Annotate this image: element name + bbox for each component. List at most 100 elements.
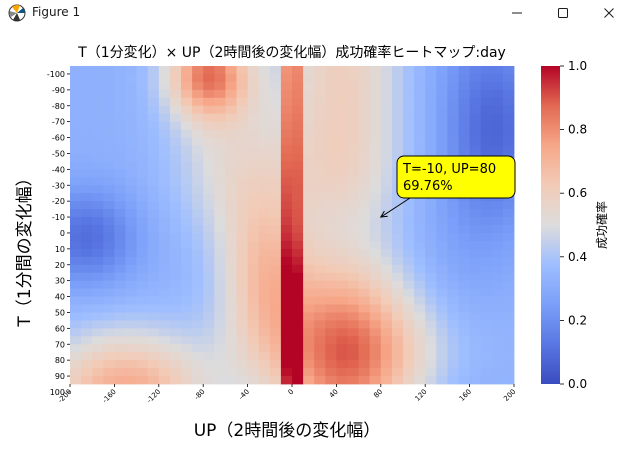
heatmap-cell: [147, 264, 160, 274]
heatmap-cell: [181, 232, 193, 242]
heatmap-cell: [358, 376, 371, 385]
heatmap-cell: [70, 161, 82, 170]
heatmap-cell: [214, 368, 226, 377]
heatmap-cell: [214, 304, 226, 313]
x-tick-label: 160: [458, 388, 473, 403]
heatmap-cell: [103, 217, 115, 226]
heatmap-cell: [114, 232, 126, 242]
heatmap-cell: [292, 129, 304, 138]
heatmap-cell: [303, 352, 315, 361]
heatmap-cell: [269, 97, 282, 107]
figure-canvas: T（1分変化）× UP（2時間後の変化幅）成功確率ヒートマップ:day -200…: [0, 26, 640, 457]
heatmap-cell: [114, 97, 126, 107]
heatmap-cell: [147, 368, 160, 377]
heatmap-cell: [391, 320, 404, 329]
heatmap-cell: [502, 280, 515, 289]
heatmap-cell: [280, 81, 293, 91]
heatmap-cell: [247, 336, 260, 345]
heatmap-cell: [225, 97, 237, 107]
heatmap-cell: [502, 256, 515, 266]
heatmap-cell: [469, 105, 482, 115]
heatmap-cell: [358, 264, 371, 274]
heatmap-cell: [303, 225, 315, 234]
heatmap-cell: [491, 368, 504, 377]
heatmap-cell: [436, 280, 448, 289]
heatmap-cell: [269, 240, 282, 250]
heatmap-cell: [147, 153, 160, 162]
heatmap-cell: [414, 288, 426, 297]
heatmap-cell: [181, 153, 193, 162]
heatmap-cell: [81, 344, 93, 353]
heatmap-cell: [480, 89, 493, 99]
heatmap-cell: [236, 113, 248, 123]
heatmap-cell: [192, 201, 204, 210]
heatmap-cell: [158, 304, 171, 313]
heatmap-cell: [347, 360, 359, 369]
heatmap-cell: [425, 209, 437, 218]
heatmap-cell: [280, 312, 293, 321]
heatmap-cell: [336, 89, 348, 99]
heatmap-cell: [358, 201, 371, 210]
heatmap-cell: [425, 129, 437, 138]
heatmap-cell: [292, 209, 304, 218]
heatmap-cell: [136, 177, 149, 186]
heatmap-cell: [502, 312, 515, 321]
heatmap-cell: [225, 73, 237, 83]
maximize-button[interactable]: [540, 0, 586, 26]
heatmap-cell: [258, 232, 271, 242]
heatmap-cell: [336, 312, 348, 321]
minimize-button[interactable]: [494, 0, 540, 26]
heatmap-cell: [181, 161, 193, 170]
heatmap-cell: [225, 89, 237, 99]
heatmap-cell: [214, 153, 226, 162]
heatmap-cell: [70, 248, 82, 258]
heatmap-cell: [203, 217, 215, 226]
heatmap-cell: [425, 328, 437, 337]
heatmap-cell: [103, 368, 115, 377]
heatmap-cell: [125, 256, 137, 266]
heatmap-cell: [292, 81, 304, 91]
heatmap-cell: [247, 312, 260, 321]
heatmap-cell: [502, 240, 515, 250]
heatmap-cell: [169, 89, 182, 99]
heatmap-cell: [502, 89, 515, 99]
heatmap-cell: [214, 137, 226, 146]
heatmap-cell: [247, 304, 260, 313]
close-button[interactable]: [586, 0, 632, 26]
heatmap-cell: [358, 304, 371, 313]
heatmap-cell: [403, 264, 415, 274]
heatmap-cell: [136, 97, 149, 107]
heatmap-cell: [458, 360, 470, 369]
heatmap-cell: [425, 105, 437, 115]
heatmap-cell: [92, 66, 104, 75]
heatmap-cell: [303, 137, 315, 146]
heatmap-cell: [203, 225, 215, 234]
heatmap-cell: [114, 225, 126, 234]
heatmap-cell: [292, 169, 304, 178]
heatmap-cell: [192, 312, 204, 321]
heatmap-cell: [303, 360, 315, 369]
heatmap-cell: [491, 201, 504, 210]
heatmap-cell: [136, 129, 149, 138]
heatmap-cell: [70, 81, 82, 91]
heatmap-cell: [103, 137, 115, 146]
heatmap-cell: [447, 272, 459, 282]
heatmap-cell: [136, 193, 149, 202]
x-tick-label: 120: [413, 388, 428, 403]
heatmap-cell: [380, 328, 393, 337]
heatmap-cell: [380, 113, 393, 123]
heatmap-cell: [258, 304, 271, 313]
heatmap-cell: [92, 209, 104, 218]
heatmap-cell: [169, 185, 182, 194]
heatmap-cell: [125, 113, 137, 123]
heatmap-cell: [336, 137, 348, 146]
heatmap-cell: [192, 129, 204, 138]
heatmap-cell: [502, 217, 515, 226]
heatmap-cell: [103, 129, 115, 138]
heatmap-cell: [225, 360, 237, 369]
heatmap-cell: [103, 201, 115, 210]
heatmap-cell: [380, 248, 393, 258]
x-tick-label: -120: [145, 388, 162, 405]
heatmap-cell: [136, 137, 149, 146]
heatmap-cell: [192, 66, 204, 75]
